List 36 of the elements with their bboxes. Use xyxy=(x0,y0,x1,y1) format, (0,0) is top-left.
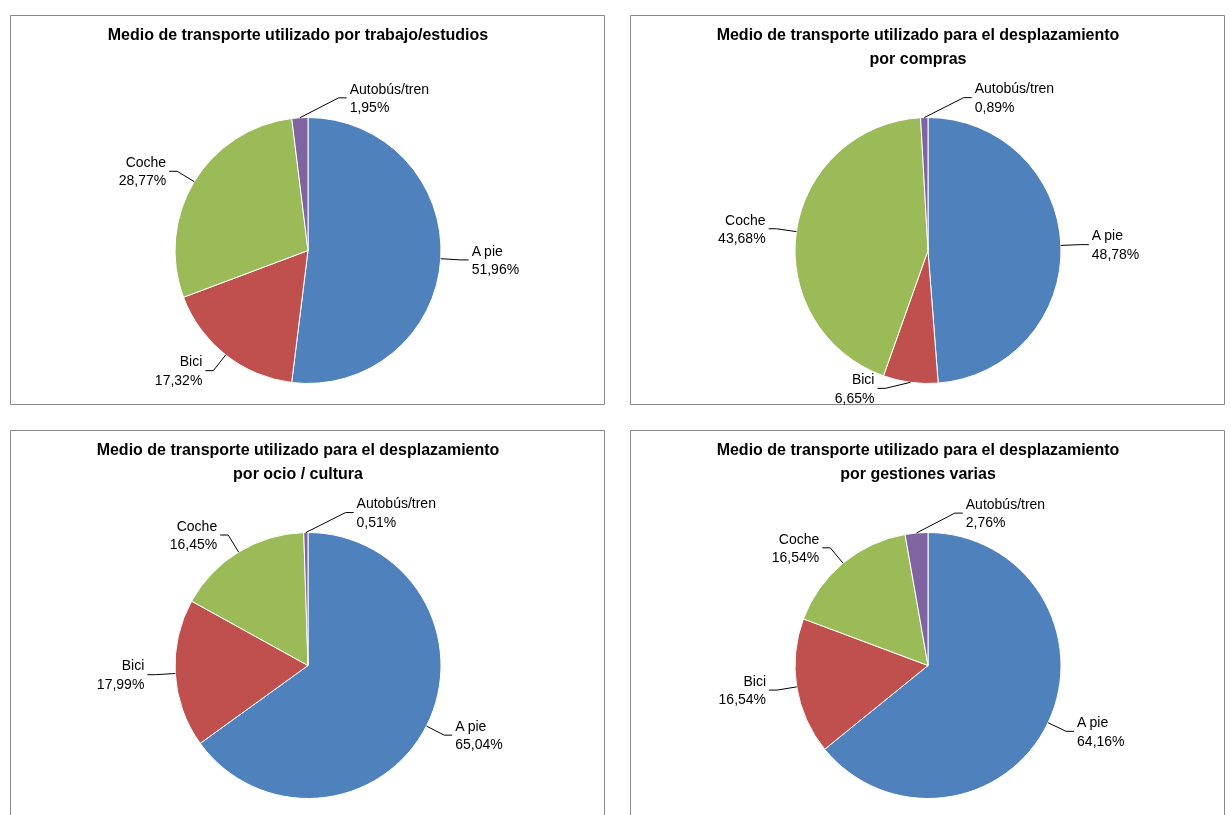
data-label: 17,32% xyxy=(154,371,203,388)
data-label: 2,76% xyxy=(965,514,1006,531)
data-label: 1,95% xyxy=(349,99,390,116)
data-label: 28,77% xyxy=(118,172,167,189)
data-label: 16,45% xyxy=(169,536,218,553)
data-label: 16,54% xyxy=(771,549,820,566)
data-label: 0,89% xyxy=(974,98,1015,115)
slice-label: A pie xyxy=(1077,714,1109,731)
chart-title: Medio de transporte utilizado para el desplazamiento por ocio / cultura xyxy=(96,440,500,483)
data-label: 51,96% xyxy=(471,261,520,278)
slice-label: Autobús/tren xyxy=(965,495,1046,512)
slice-label: A pie xyxy=(471,242,504,259)
slice-label: Autobús/tren xyxy=(356,495,436,512)
slice-label: Coche xyxy=(778,530,820,547)
data-label: 6,65% xyxy=(834,389,875,406)
data-label: 43,68% xyxy=(718,229,766,246)
slice-label: Bici xyxy=(851,371,875,388)
data-label: 64,16% xyxy=(1077,732,1125,749)
data-label: 17,99% xyxy=(96,675,145,692)
chart-title: Medio de transporte utilizado para el desplazamiento por gestiones varias xyxy=(716,440,1120,483)
slice-label: Bici xyxy=(121,657,145,674)
slice-label: Autobús/tren xyxy=(974,80,1055,97)
slice-label: Coche xyxy=(725,211,766,228)
slice-label: Coche xyxy=(176,517,218,534)
slice-label: Autobús/tren xyxy=(349,80,430,97)
slice-label: Coche xyxy=(125,154,167,171)
data-label: 65,04% xyxy=(455,736,503,753)
chart-title: Medio de transporte utilizado para el desplazamiento por compras xyxy=(716,25,1120,68)
data-label: 16,54% xyxy=(718,691,767,708)
slice-label: A pie xyxy=(455,717,487,734)
slice-label: Bici xyxy=(179,353,203,370)
slice-label: Bici xyxy=(743,672,767,689)
data-label: 48,78% xyxy=(1091,245,1140,262)
data-label: 0,51% xyxy=(356,513,397,530)
slice-label: A pie xyxy=(1091,227,1124,244)
chart-title: Medio de transporte utilizado por trabajo/estudios xyxy=(107,25,489,43)
